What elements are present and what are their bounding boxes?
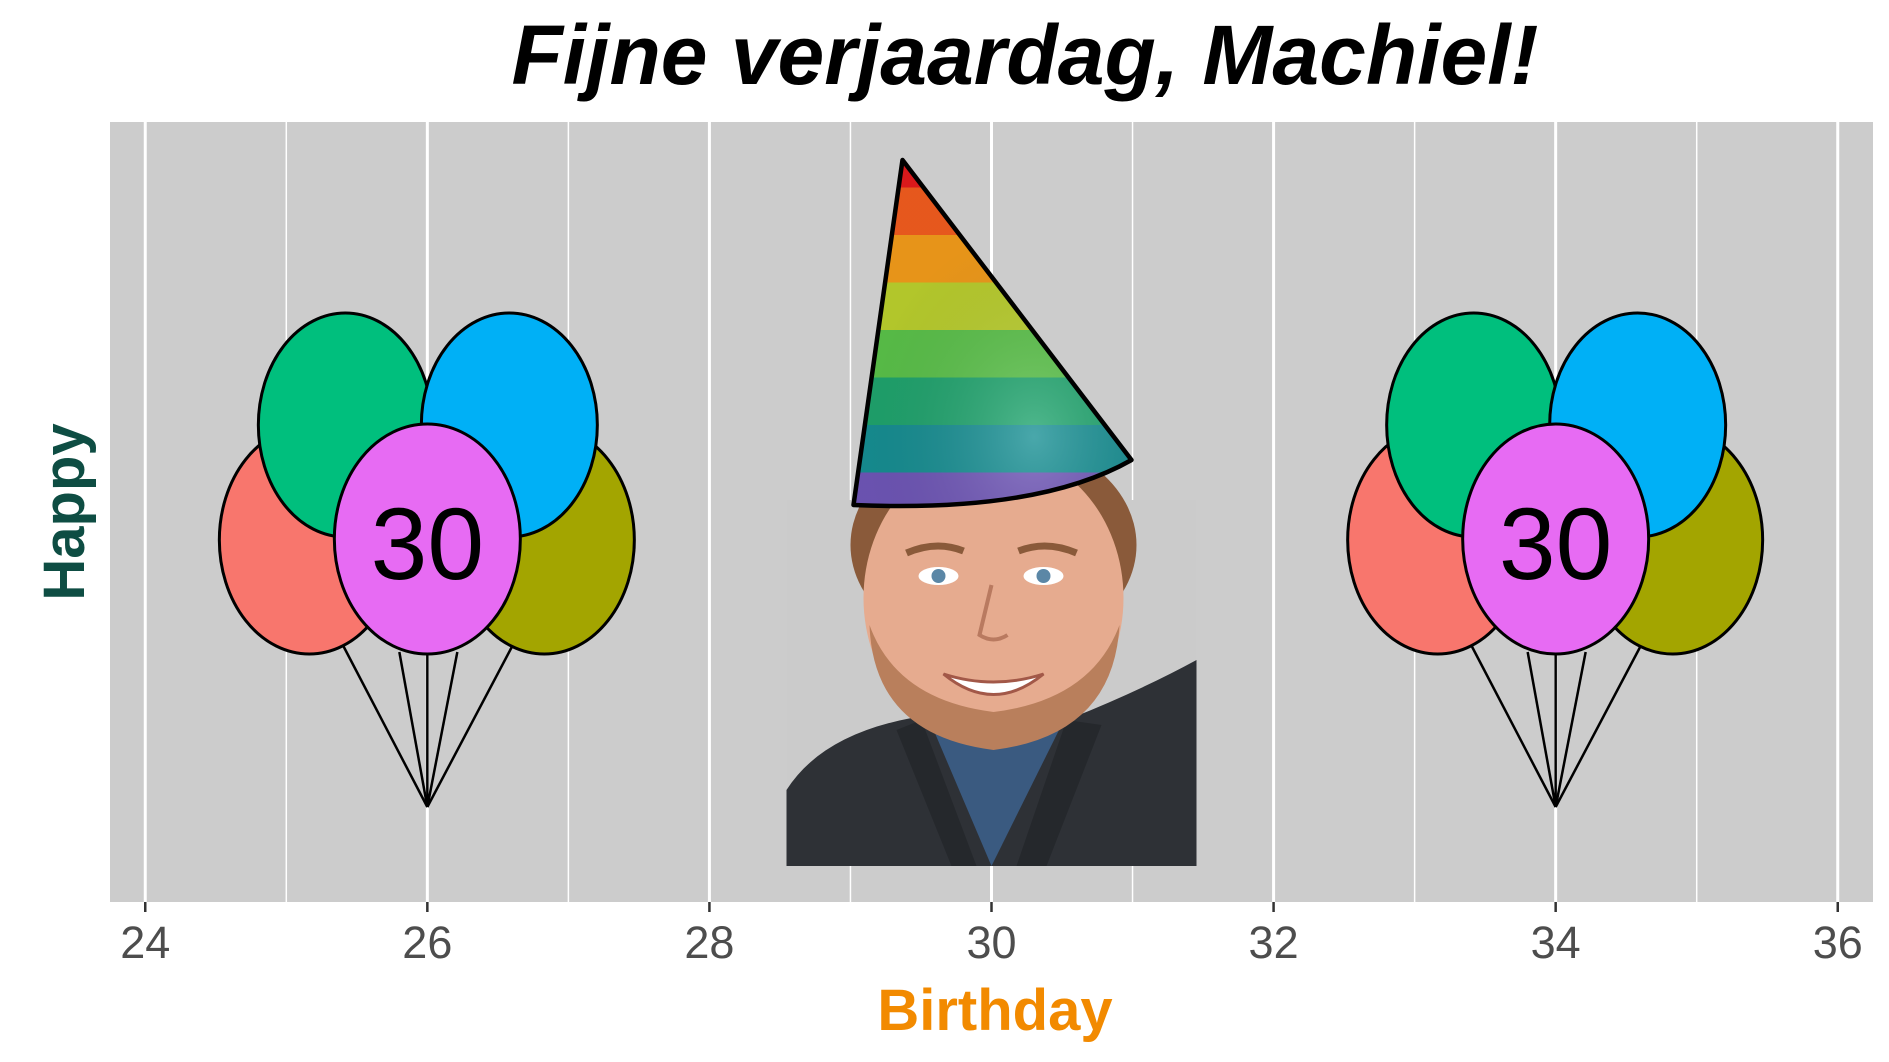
x-tick-label: 24	[120, 917, 170, 968]
balloon-string	[342, 645, 429, 808]
balloon-string	[1554, 651, 1587, 808]
x-axis-label: Birthday	[877, 978, 1112, 1043]
x-tick-label: 28	[684, 917, 734, 968]
balloon-pink	[332, 422, 522, 656]
balloon-string	[1526, 651, 1557, 808]
y-axis-label: Happy	[32, 423, 97, 600]
balloon-string	[1554, 645, 1642, 808]
x-tick-label: 30	[966, 917, 1016, 968]
chart-title: Fijne verjaardag, Machiel!	[511, 8, 1538, 102]
x-axis: 24 26 28 30 32 34 36	[120, 902, 1863, 968]
x-tick-label: 26	[402, 917, 452, 968]
portrait-with-party-hat	[786, 157, 1197, 866]
balloon-bunch-icon: 30	[1346, 311, 1765, 808]
balloon-string	[1470, 645, 1557, 808]
balloon-string	[426, 651, 459, 808]
balloon-string	[426, 645, 514, 808]
x-tick-label: 36	[1813, 917, 1863, 968]
balloon-string	[398, 651, 429, 808]
balloon-number: 30	[1499, 487, 1612, 601]
balloon-bunch-icon: 30	[217, 311, 636, 808]
x-tick-label: 34	[1531, 917, 1581, 968]
data-markers: 30 30	[217, 157, 1765, 866]
balloon-pink	[1461, 422, 1651, 656]
balloon-number: 30	[371, 487, 484, 601]
x-tick-label: 32	[1249, 917, 1299, 968]
portrait-photo	[786, 435, 1197, 866]
